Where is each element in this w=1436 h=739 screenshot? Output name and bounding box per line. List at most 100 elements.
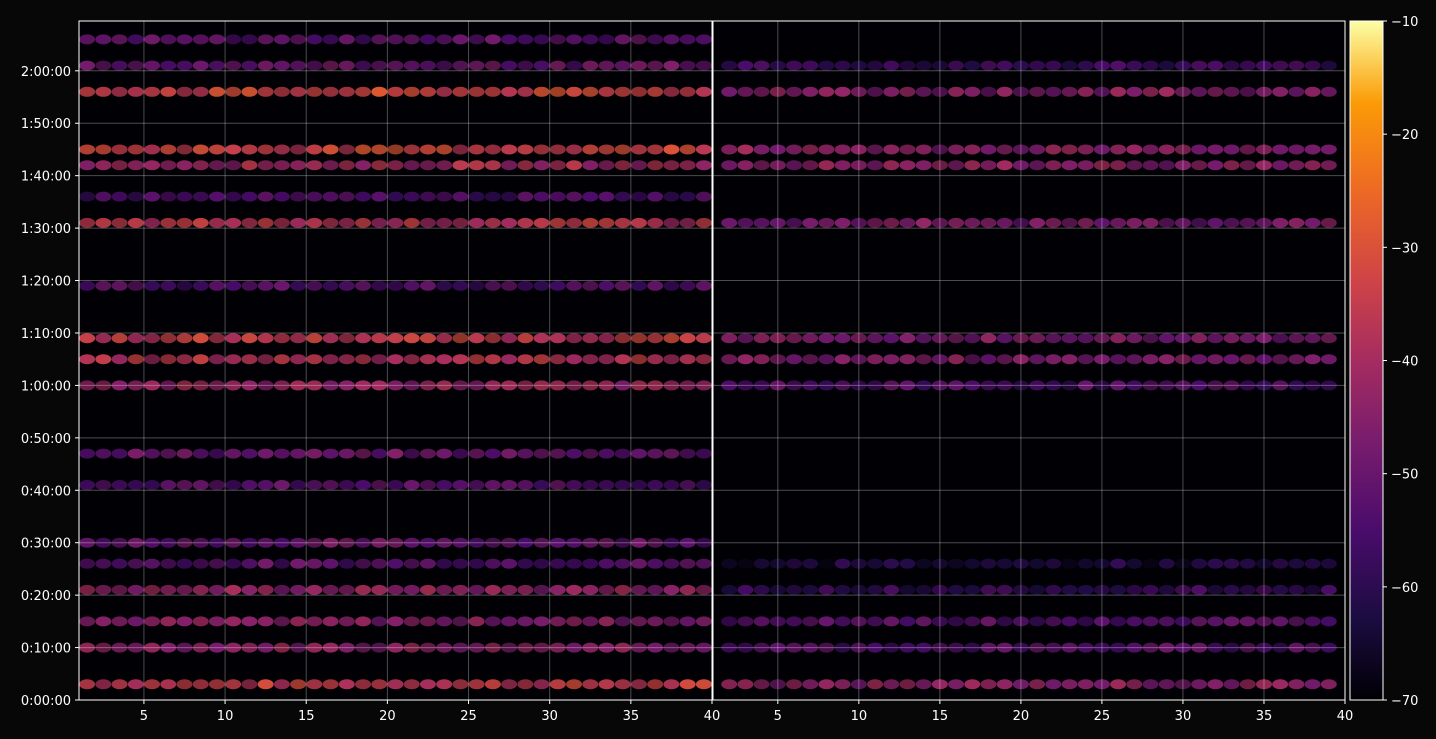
- heat-cell: [931, 60, 948, 71]
- heat-cell: [899, 616, 916, 627]
- heat-cell: [355, 380, 372, 391]
- heat-cell: [964, 584, 981, 595]
- heat-cell: [1174, 354, 1191, 365]
- heat-cell: [1158, 60, 1175, 71]
- heat-cell: [786, 584, 803, 595]
- heat-cell: [452, 584, 469, 595]
- heat-cell: [964, 354, 981, 365]
- heat-cell: [695, 679, 712, 690]
- heat-cell: [1077, 679, 1094, 690]
- heat-cell: [79, 160, 96, 171]
- heat-cell: [403, 160, 420, 171]
- heat-cell: [419, 537, 436, 548]
- x-tick-label: 35: [1256, 709, 1273, 724]
- heat-cell: [436, 642, 453, 653]
- heat-cell: [338, 34, 355, 45]
- heat-band: [721, 333, 1337, 344]
- heat-cell: [996, 584, 1013, 595]
- heat-cell: [549, 642, 566, 653]
- heat-cell: [1093, 616, 1110, 627]
- heat-cell: [127, 558, 144, 569]
- heat-cell: [695, 217, 712, 228]
- heat-cell: [1288, 558, 1305, 569]
- heat-cell: [1029, 380, 1046, 391]
- heat-cell: [517, 217, 534, 228]
- heat-cell: [144, 558, 161, 569]
- heat-cell: [1191, 584, 1208, 595]
- heat-cell: [322, 616, 339, 627]
- heat-cell: [290, 558, 307, 569]
- heat-cell: [403, 217, 420, 228]
- heat-cell: [192, 679, 209, 690]
- heat-cell: [899, 217, 916, 228]
- heat-cell: [257, 558, 274, 569]
- heat-cell: [290, 160, 307, 171]
- heat-cell: [1320, 354, 1337, 365]
- colorbar-tick-label: −70: [1391, 694, 1418, 709]
- heat-cell: [721, 144, 738, 155]
- heat-cell: [1029, 160, 1046, 171]
- heat-cell: [721, 558, 738, 569]
- heat-cell: [95, 86, 112, 97]
- heat-cell: [1320, 217, 1337, 228]
- heat-cell: [915, 679, 932, 690]
- heat-cell: [95, 584, 112, 595]
- heat-cell: [1045, 642, 1062, 653]
- heat-cell: [630, 558, 647, 569]
- heat-cell: [176, 191, 193, 202]
- heat-cell: [95, 144, 112, 155]
- heat-band: [721, 217, 1337, 228]
- heat-cell: [802, 584, 819, 595]
- heat-cell: [1223, 380, 1240, 391]
- heat-cell: [948, 380, 965, 391]
- heat-cell: [192, 191, 209, 202]
- heat-cell: [290, 144, 307, 155]
- heat-cell: [1207, 60, 1224, 71]
- heat-cell: [225, 380, 242, 391]
- x-tick-label: 20: [379, 709, 396, 724]
- heat-cell: [695, 537, 712, 548]
- heat-cell: [582, 86, 599, 97]
- heat-cell: [306, 217, 323, 228]
- heat-cell: [630, 280, 647, 291]
- heat-cell: [753, 558, 770, 569]
- heat-cell: [225, 217, 242, 228]
- heat-cell: [160, 354, 177, 365]
- heat-cell: [452, 280, 469, 291]
- heat-band: [721, 160, 1337, 171]
- heat-cell: [403, 584, 420, 595]
- heat-cell: [1029, 144, 1046, 155]
- heat-cell: [614, 60, 631, 71]
- heat-cell: [290, 380, 307, 391]
- heat-cell: [948, 333, 965, 344]
- heat-cell: [95, 616, 112, 627]
- heat-cell: [1093, 584, 1110, 595]
- heat-band: [721, 642, 1337, 653]
- heat-cell: [127, 333, 144, 344]
- heat-cell: [452, 537, 469, 548]
- heat-cell: [980, 679, 997, 690]
- heat-cell: [1255, 642, 1272, 653]
- heat-cell: [176, 537, 193, 548]
- heat-cell: [322, 448, 339, 459]
- heat-cell: [1061, 144, 1078, 155]
- heat-cell: [192, 558, 209, 569]
- heat-cell: [1142, 60, 1159, 71]
- heat-cell: [208, 217, 225, 228]
- heat-cell: [468, 86, 485, 97]
- heat-cell: [721, 584, 738, 595]
- heat-cell: [1174, 160, 1191, 171]
- heat-cell: [679, 642, 696, 653]
- heat-cell: [1142, 160, 1159, 171]
- heat-cell: [338, 160, 355, 171]
- heat-cell: [850, 86, 867, 97]
- heat-band: [79, 480, 712, 491]
- heat-cell: [225, 86, 242, 97]
- heat-cell: [1012, 86, 1029, 97]
- y-tick-label: 0:20:00: [21, 589, 71, 604]
- heat-cell: [582, 537, 599, 548]
- heat-cell: [1029, 584, 1046, 595]
- heat-cell: [387, 191, 404, 202]
- heat-cell: [160, 144, 177, 155]
- heat-cell: [273, 679, 290, 690]
